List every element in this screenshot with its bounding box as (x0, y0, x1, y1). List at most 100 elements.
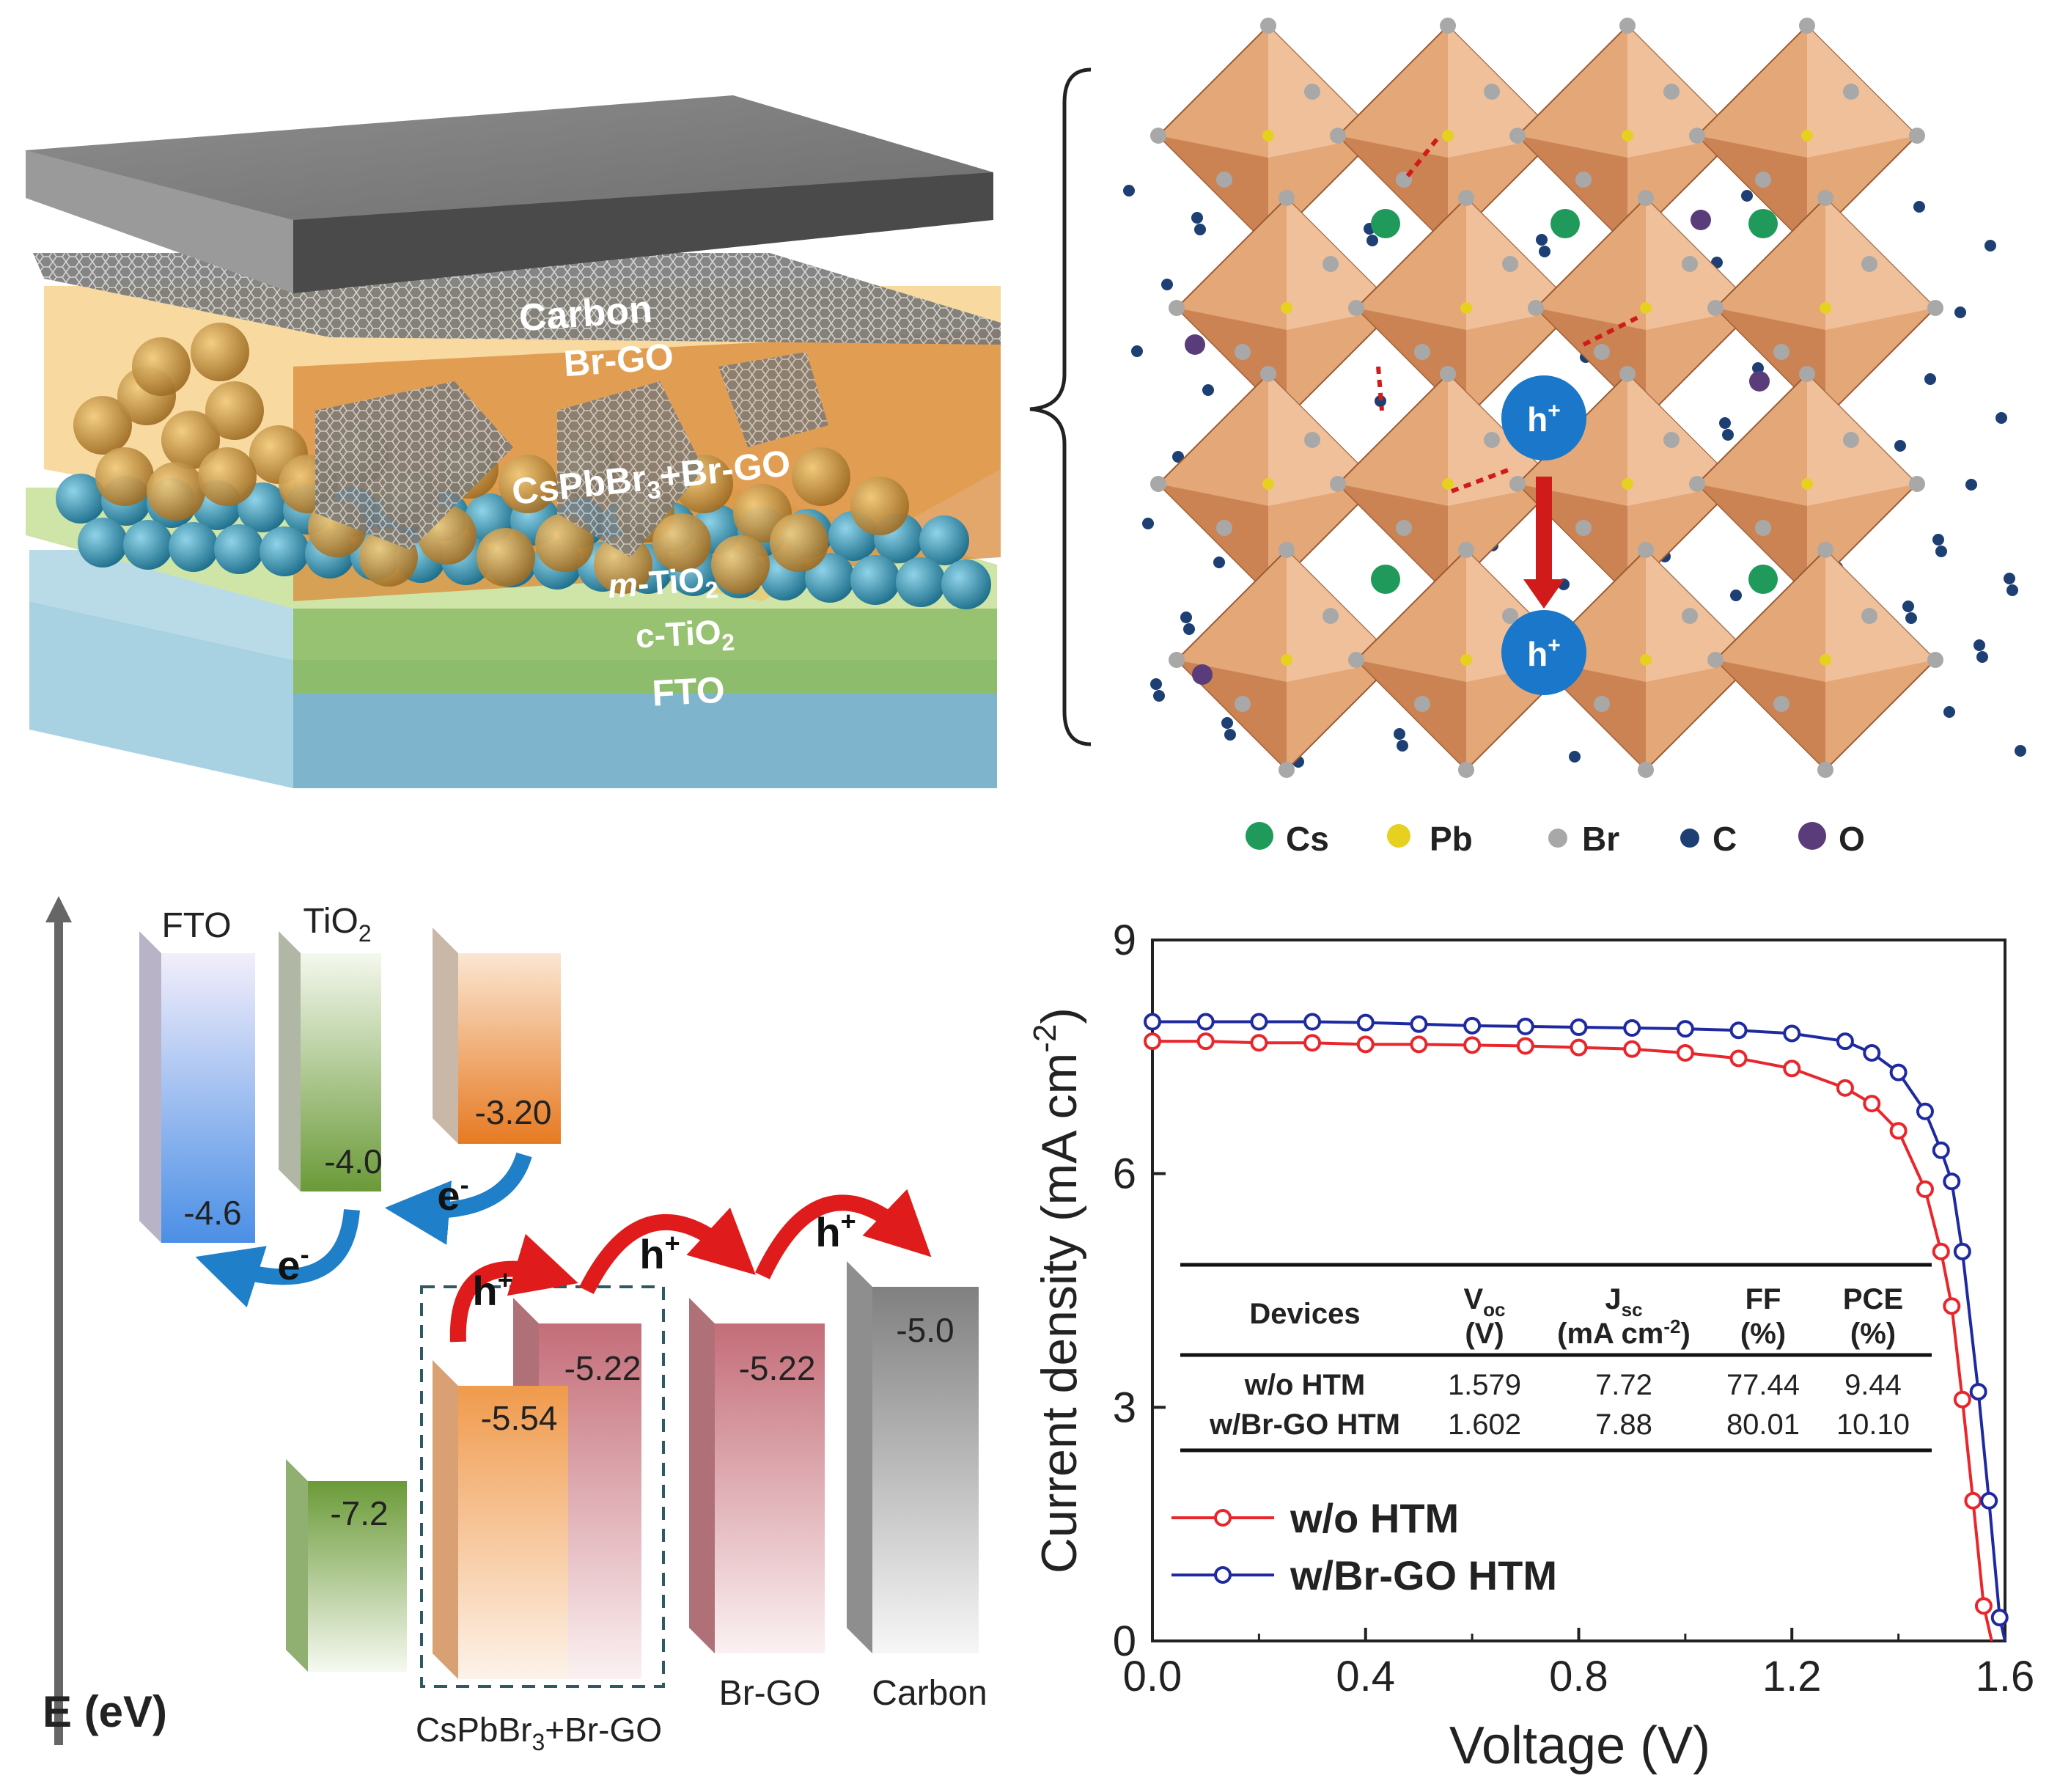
br-atom (1484, 432, 1500, 448)
results-table: Devices Voc (V) Jsc (mA cm-2) FF (%) PCE… (1180, 1263, 1932, 1453)
br-atom (1323, 256, 1339, 272)
hole-label-1: h+ (472, 1265, 512, 1314)
octahedron-face (1158, 136, 1268, 246)
cspbbr3-cb-bar (458, 953, 561, 1144)
carbon-atom (1965, 479, 1977, 491)
br-atom (1396, 520, 1412, 536)
br-atom (1235, 696, 1251, 712)
table-cell-ff: 77.44 (1726, 1369, 1800, 1401)
br-atom (1707, 652, 1724, 668)
carbon-atom (1539, 246, 1550, 257)
tio2-sphere (78, 518, 128, 568)
br-atom (1663, 432, 1680, 448)
data-point (1623, 1019, 1641, 1038)
br-atom (1927, 652, 1943, 668)
br-atom (1169, 652, 1185, 668)
tio2-bar-side (279, 931, 301, 1191)
br-atom (1169, 300, 1185, 316)
br-atom (1619, 18, 1636, 34)
data-point (1250, 1034, 1268, 1052)
br-atom (1414, 344, 1430, 360)
electron-label-1: e- (437, 1169, 468, 1219)
table-header-pce: PCE (1843, 1283, 1903, 1315)
legend-marker-blue (1214, 1566, 1232, 1584)
perovskite-sphere (770, 513, 828, 572)
cspbbr3-cb-value: -3.20 (475, 1093, 552, 1131)
perovskite-sphere (161, 411, 220, 469)
x-tick-label: 0.0 (1123, 1653, 1182, 1700)
data-point (1932, 1242, 1950, 1260)
data-point (1303, 1013, 1322, 1031)
br-atom (1304, 84, 1320, 100)
pb-atom (1442, 130, 1454, 142)
data-point (1729, 1021, 1748, 1040)
br-atom (1509, 476, 1526, 492)
pb-atom (1262, 130, 1274, 142)
tio2-vb-side (286, 1459, 308, 1672)
perovskite-sphere (594, 535, 652, 594)
legend-cs-marker (1246, 822, 1273, 850)
y-tick-label: 6 (1113, 1150, 1136, 1198)
br-atom (1773, 344, 1789, 360)
br-atom (1682, 608, 1698, 624)
br-atom (1528, 300, 1544, 316)
perovskite-sphere (95, 447, 154, 506)
carbon-atom (1995, 412, 2007, 424)
pb-atom (1262, 478, 1274, 490)
table-header-jsc-unit: (mA cm-2) (1557, 1315, 1691, 1350)
pb-atom (1460, 302, 1472, 314)
octahedron-face (1177, 660, 1287, 770)
carbon-atom (1902, 601, 1914, 612)
table-cell-voc: 1.602 (1448, 1409, 1521, 1441)
br-atom (1594, 344, 1610, 360)
data-point (1990, 1609, 2009, 1627)
brgo-bar-side (689, 1298, 715, 1653)
carbon-atom (1741, 190, 1753, 202)
cs-atom (1371, 209, 1400, 238)
legend-o-marker (1798, 822, 1826, 850)
hole-label-3: h+ (815, 1206, 856, 1255)
carbon-atom (1569, 751, 1581, 763)
octahedron-face (1338, 484, 1448, 594)
cs-atom (1748, 565, 1778, 594)
pb-atom (1622, 478, 1633, 490)
data-point (1953, 1390, 1971, 1409)
table-cell-jsc: 7.72 (1595, 1369, 1652, 1401)
br-atom (1458, 190, 1474, 206)
br-atom (1279, 762, 1295, 778)
hole-arrow-1 (449, 1233, 578, 1343)
tio2-sphere (123, 520, 173, 570)
pb-atom (1801, 130, 1813, 142)
octahedron-face (1158, 484, 1268, 594)
carbon-atom (1719, 417, 1731, 429)
interaction-bond (1582, 313, 1644, 347)
pb-atom (1442, 478, 1454, 490)
pb-atom (1460, 654, 1472, 666)
y-axis-label: Current density (mA cm-2) (1027, 1007, 1087, 1573)
table-header-voc: Voc (1463, 1283, 1505, 1321)
carbon-atom (1150, 678, 1162, 690)
table-cell-pce: 10.10 (1836, 1409, 1910, 1441)
hole-arrow-2 (579, 1207, 756, 1294)
legend-label-blue: w/Br-GO HTM (1290, 1552, 1557, 1598)
cspbbr3-vb-side (433, 1360, 458, 1679)
fto-bar-value: -4.6 (183, 1194, 241, 1232)
data-point (1303, 1034, 1322, 1052)
br-atom (1861, 608, 1877, 624)
tio2-sphere (850, 555, 900, 605)
br-atom (1330, 476, 1346, 492)
pb-atom (1820, 654, 1831, 666)
fto-layer-side (29, 601, 293, 788)
carbon-atom (1752, 362, 1764, 374)
br-atom (1440, 18, 1456, 34)
br-atom (1799, 366, 1815, 382)
data-point (1250, 1013, 1268, 1031)
carbon-atom (1730, 590, 1742, 601)
data-point (1969, 1383, 1987, 1401)
br-atom (1689, 128, 1705, 144)
br-atom (1619, 366, 1636, 382)
brgo-bar (715, 1323, 825, 1653)
data-point (1144, 1013, 1161, 1031)
tio2-sphere (941, 559, 991, 609)
